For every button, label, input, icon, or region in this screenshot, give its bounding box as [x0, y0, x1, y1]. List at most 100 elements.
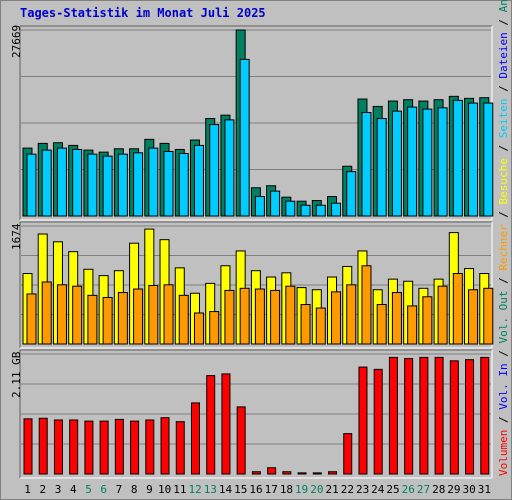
- bottom-bar-volumen-day-18: [282, 471, 292, 475]
- legend-besuche: Besuche: [497, 158, 510, 205]
- middle-bar-rechner-day-24: [376, 304, 387, 345]
- bottom-bar-volumen-day-6: [99, 420, 109, 475]
- bottom-bar-volumen-day-20: [312, 472, 322, 475]
- x-tick-day-23: 23: [355, 483, 370, 496]
- x-tick-day-19: 19: [295, 483, 309, 496]
- bottom-bar-volumen-day-4: [69, 419, 79, 475]
- x-tick-day-15: 15: [234, 483, 248, 496]
- middle-bar-rechner-day-10: [163, 284, 174, 345]
- middle-bar-rechner-day-23: [361, 265, 372, 345]
- middle-bar-rechner-day-27: [422, 296, 433, 345]
- middle-bar-rechner-day-11: [178, 294, 189, 345]
- bottom-bar-volumen-day-17: [267, 467, 277, 475]
- middle-bar-rechner-day-2: [41, 281, 52, 345]
- chart-title: Tages-Statistik im Monat Juli 2025: [20, 6, 266, 20]
- x-tick-day-9: 9: [146, 483, 153, 496]
- middle-bar-rechner-day-28: [437, 285, 448, 345]
- x-tick-day-8: 8: [130, 483, 138, 496]
- legend-separator: /: [497, 409, 510, 430]
- bottom-bar-volumen-day-15: [236, 406, 246, 475]
- middle-bar-rechner-day-17: [270, 289, 281, 345]
- middle-bar-rechner-day-16: [254, 288, 265, 345]
- top-bar-seiten-day-5: [87, 153, 98, 217]
- x-tick-day-4: 4: [69, 483, 77, 496]
- legend-separator: /: [497, 270, 510, 291]
- x-tick-day-31: 31: [477, 483, 491, 496]
- bottom-bar-volumen-day-31: [480, 356, 490, 475]
- bottom-bar-volumen-day-5: [84, 420, 94, 475]
- legend-separator: /: [497, 78, 510, 99]
- top-bar-seiten-day-20: [315, 204, 326, 217]
- bottom-bar-volumen-day-27: [419, 356, 429, 475]
- top-bar-seiten-day-23: [361, 111, 372, 217]
- middle-bar-rechner-day-21: [331, 291, 342, 345]
- bottom-bar-volumen-day-30: [465, 359, 475, 475]
- legend-seiten: Seiten: [497, 98, 510, 139]
- top-bar-seiten-day-18: [285, 200, 296, 217]
- top-bar-seiten-day-31: [483, 102, 494, 217]
- middle-bar-rechner-day-20: [315, 307, 326, 345]
- bottom-bar-volumen-day-10: [160, 417, 170, 475]
- middle-panel-max-label: 1674: [10, 223, 23, 251]
- x-tick-day-29: 29: [447, 483, 461, 496]
- x-tick-day-17: 17: [264, 483, 278, 496]
- middle-bar-rechner-day-25: [391, 292, 402, 345]
- top-bar-seiten-day-17: [270, 190, 281, 217]
- middle-bar-rechner-day-5: [87, 294, 98, 345]
- bottom-bar-volumen-day-25: [388, 356, 398, 475]
- bottom-bar-volumen-day-3: [53, 419, 63, 475]
- x-tick-day-22: 22: [340, 483, 354, 496]
- legend-vol-out: Vol. Out: [497, 290, 510, 344]
- top-bar-seiten-day-10: [163, 150, 174, 217]
- middle-bar-rechner-day-4: [72, 285, 83, 345]
- legend-volumen: Volumen: [497, 429, 510, 476]
- middle-bar-rechner-day-6: [102, 296, 113, 345]
- top-bar-seiten-day-12: [193, 144, 204, 217]
- top-bar-seiten-day-2: [41, 149, 52, 217]
- x-tick-day-26: 26: [401, 483, 415, 496]
- bottom-bar-volumen-day-29: [449, 360, 459, 475]
- top-panel-max-label: 27669: [10, 24, 23, 58]
- middle-bar-rechner-day-22: [346, 284, 357, 345]
- top-bar-seiten-day-22: [346, 171, 357, 217]
- top-bar-seiten-day-27: [422, 108, 433, 217]
- x-tick-day-13: 13: [203, 483, 217, 496]
- middle-bar-rechner-day-1: [26, 293, 37, 345]
- middle-bar-rechner-day-9: [148, 284, 159, 345]
- top-bar-seiten-day-7: [117, 153, 128, 217]
- middle-bar-rechner-day-12: [193, 312, 204, 345]
- top-bar-seiten-day-19: [300, 204, 311, 217]
- top-bar-seiten-day-3: [56, 147, 67, 217]
- x-tick-day-24: 24: [371, 483, 385, 496]
- bottom-bar-volumen-day-2: [38, 417, 48, 475]
- top-bar-seiten-day-14: [224, 119, 235, 217]
- middle-bar-rechner-day-14: [224, 289, 235, 345]
- top-bar-seiten-day-4: [72, 148, 83, 217]
- legend-separator: /: [497, 343, 510, 364]
- middle-bar-rechner-day-26: [407, 305, 418, 345]
- bottom-bar-volumen-day-8: [130, 420, 140, 475]
- x-tick-day-11: 11: [173, 483, 187, 496]
- x-tick-day-3: 3: [54, 483, 62, 496]
- legend-dateien: Dateien: [497, 32, 510, 79]
- bottom-bar-volumen-day-22: [343, 433, 353, 475]
- top-bar-seiten-day-8: [133, 152, 144, 217]
- top-bar-seiten-day-24: [376, 118, 387, 217]
- x-tick-day-28: 28: [432, 483, 446, 496]
- bottom-panel-max-label: 2.11 GB: [10, 351, 23, 398]
- bottom-bar-volumen-day-19: [297, 472, 307, 475]
- middle-bar-rechner-day-8: [133, 288, 144, 345]
- bottom-bar-volumen-day-23: [358, 366, 368, 475]
- top-bar-seiten-day-26: [407, 106, 418, 217]
- x-tick-day-7: 7: [115, 483, 123, 496]
- x-tick-day-10: 10: [158, 483, 172, 496]
- bottom-bar-volumen-day-13: [206, 375, 216, 475]
- bottom-bar-volumen-day-16: [251, 471, 261, 475]
- middle-bar-rechner-day-15: [239, 287, 250, 345]
- top-bar-seiten-day-21: [331, 202, 342, 217]
- middle-bar-rechner-day-29: [452, 273, 463, 345]
- x-tick-day-5: 5: [85, 483, 92, 496]
- bottom-bar-volumen-day-9: [145, 419, 155, 475]
